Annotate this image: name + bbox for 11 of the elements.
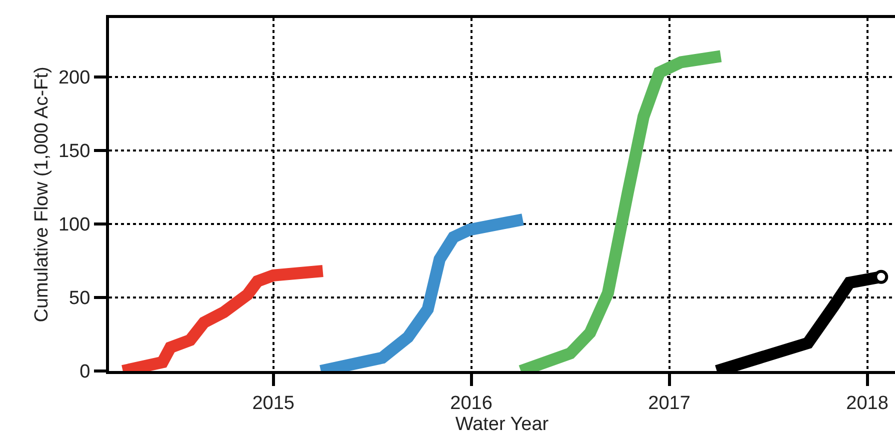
- y-tick-label: 0: [80, 362, 90, 383]
- y-axis-title: Cumulative Flow (1,000 Ac-Ft): [31, 66, 52, 322]
- y-tick-label: 150: [58, 141, 90, 162]
- y-tick-label: 50: [69, 288, 90, 310]
- y-tick-label: 100: [58, 214, 90, 236]
- x-axis-title: Water Year: [455, 414, 550, 435]
- x-tick-label: 2018: [846, 392, 888, 414]
- y-tick-label: 200: [58, 67, 90, 88]
- x-tick-label: 2016: [450, 392, 492, 414]
- x-tick-label: 2017: [648, 392, 690, 414]
- x-tick-label: 2015: [252, 392, 294, 414]
